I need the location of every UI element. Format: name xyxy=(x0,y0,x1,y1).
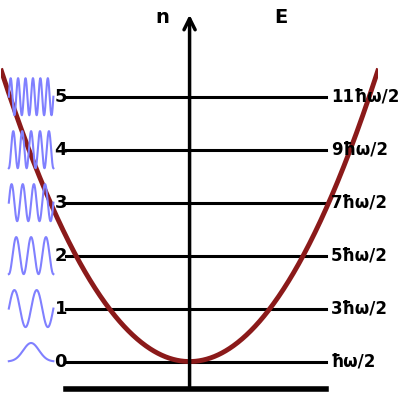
Text: 3: 3 xyxy=(55,194,67,212)
Text: 4: 4 xyxy=(55,141,67,159)
Text: 2: 2 xyxy=(55,247,67,265)
Text: n: n xyxy=(155,8,169,27)
Text: 5: 5 xyxy=(55,88,67,106)
Text: 0: 0 xyxy=(55,352,67,370)
Text: 5ħω/2: 5ħω/2 xyxy=(331,247,388,265)
Text: 1: 1 xyxy=(55,300,67,318)
Text: E: E xyxy=(275,8,288,27)
Text: 3ħω/2: 3ħω/2 xyxy=(331,300,388,318)
Text: 9ħω/2: 9ħω/2 xyxy=(331,141,388,159)
Text: ħω/2: ħω/2 xyxy=(331,352,376,370)
Text: 11ħω/2: 11ħω/2 xyxy=(331,88,399,106)
Text: 7ħω/2: 7ħω/2 xyxy=(331,194,388,212)
